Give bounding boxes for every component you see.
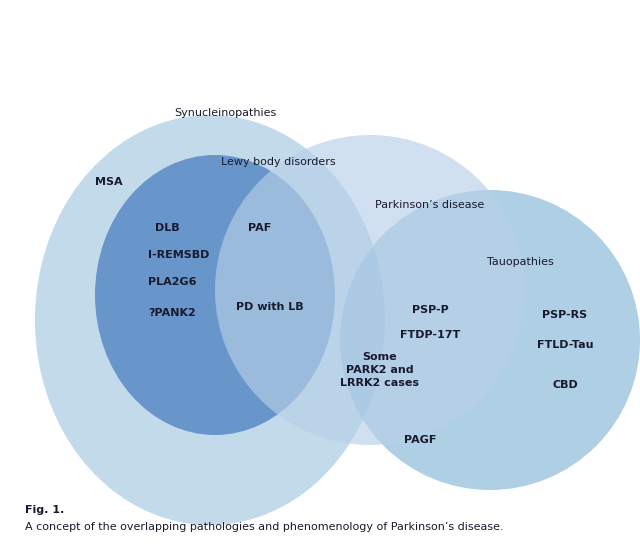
Text: DLB: DLB (155, 223, 180, 233)
Text: FTDP-17T: FTDP-17T (400, 330, 460, 340)
Text: PD with LB: PD with LB (236, 302, 304, 312)
Ellipse shape (340, 190, 640, 490)
Text: CBD: CBD (552, 380, 578, 390)
Text: ?PANK2: ?PANK2 (148, 308, 196, 318)
Text: Lewy body disorders: Lewy body disorders (221, 157, 335, 167)
Text: MSA: MSA (95, 177, 123, 187)
Text: PAF: PAF (248, 223, 271, 233)
Text: Parkinson’s disease: Parkinson’s disease (376, 200, 484, 210)
Ellipse shape (35, 115, 385, 525)
Text: I-REMSBD: I-REMSBD (148, 250, 209, 260)
Text: PLA2G6: PLA2G6 (148, 277, 196, 287)
Text: PAGF: PAGF (404, 435, 436, 445)
Text: A concept of the overlapping pathologies and phenomenology of Parkinson’s diseas: A concept of the overlapping pathologies… (25, 522, 504, 532)
Text: PSP-RS: PSP-RS (543, 310, 588, 320)
Text: Some
PARK2 and
LRRK2 cases: Some PARK2 and LRRK2 cases (340, 352, 419, 388)
Text: Synucleinopathies: Synucleinopathies (174, 108, 276, 118)
Text: PSP-P: PSP-P (412, 305, 449, 315)
Text: Tauopathies: Tauopathies (486, 257, 554, 267)
Text: FTLD-Tau: FTLD-Tau (537, 340, 593, 350)
Ellipse shape (215, 135, 525, 445)
Text: Fig. 1.: Fig. 1. (25, 505, 64, 515)
Ellipse shape (95, 155, 335, 435)
